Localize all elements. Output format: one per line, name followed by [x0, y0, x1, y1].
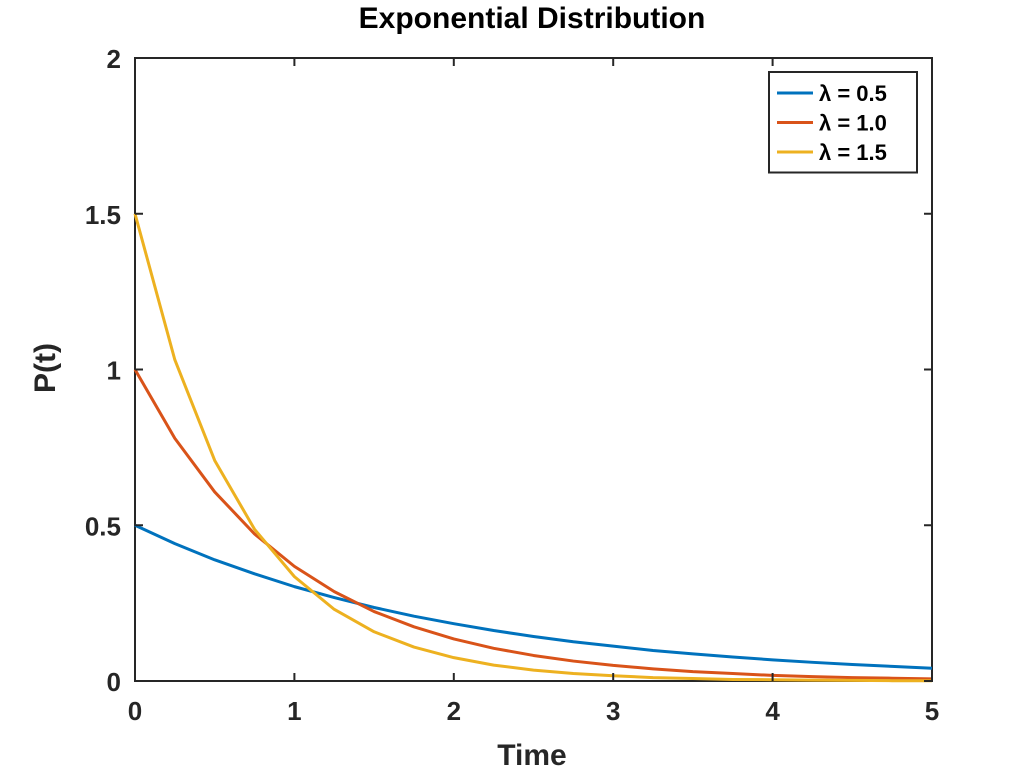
chart-title: Exponential Distribution — [359, 2, 706, 35]
series-line-3 — [133, 213, 932, 683]
y-tick-label: 1 — [107, 356, 121, 386]
ticks: 0 1 2 3 4 5 0 0.5 1 1.5 2 — [85, 44, 939, 726]
y-tick-label: 1.5 — [85, 200, 121, 230]
x-tick-label: 1 — [287, 696, 301, 726]
x-axis-label: Time — [497, 739, 566, 768]
y-axis-label: P(t) — [29, 343, 62, 393]
legend: λ = 0.5 λ = 1.0 λ = 1.5 — [768, 71, 918, 174]
legend-label-3: λ = 1.5 — [819, 140, 887, 165]
y-tick-label: 0 — [107, 667, 121, 697]
series-line-1 — [134, 523, 933, 670]
x-tick-label: 3 — [606, 696, 620, 726]
x-tick-label: 5 — [925, 696, 939, 726]
x-tick-label: 4 — [765, 696, 780, 726]
x-tick-label: 2 — [447, 696, 461, 726]
y-tick-label: 0.5 — [85, 511, 121, 541]
x-tick-label: 0 — [128, 696, 142, 726]
legend-label-2: λ = 1.0 — [819, 111, 887, 136]
plot-lines — [133, 213, 933, 683]
legend-label-1: λ = 0.5 — [819, 81, 887, 106]
y-tick-label: 2 — [107, 44, 121, 74]
